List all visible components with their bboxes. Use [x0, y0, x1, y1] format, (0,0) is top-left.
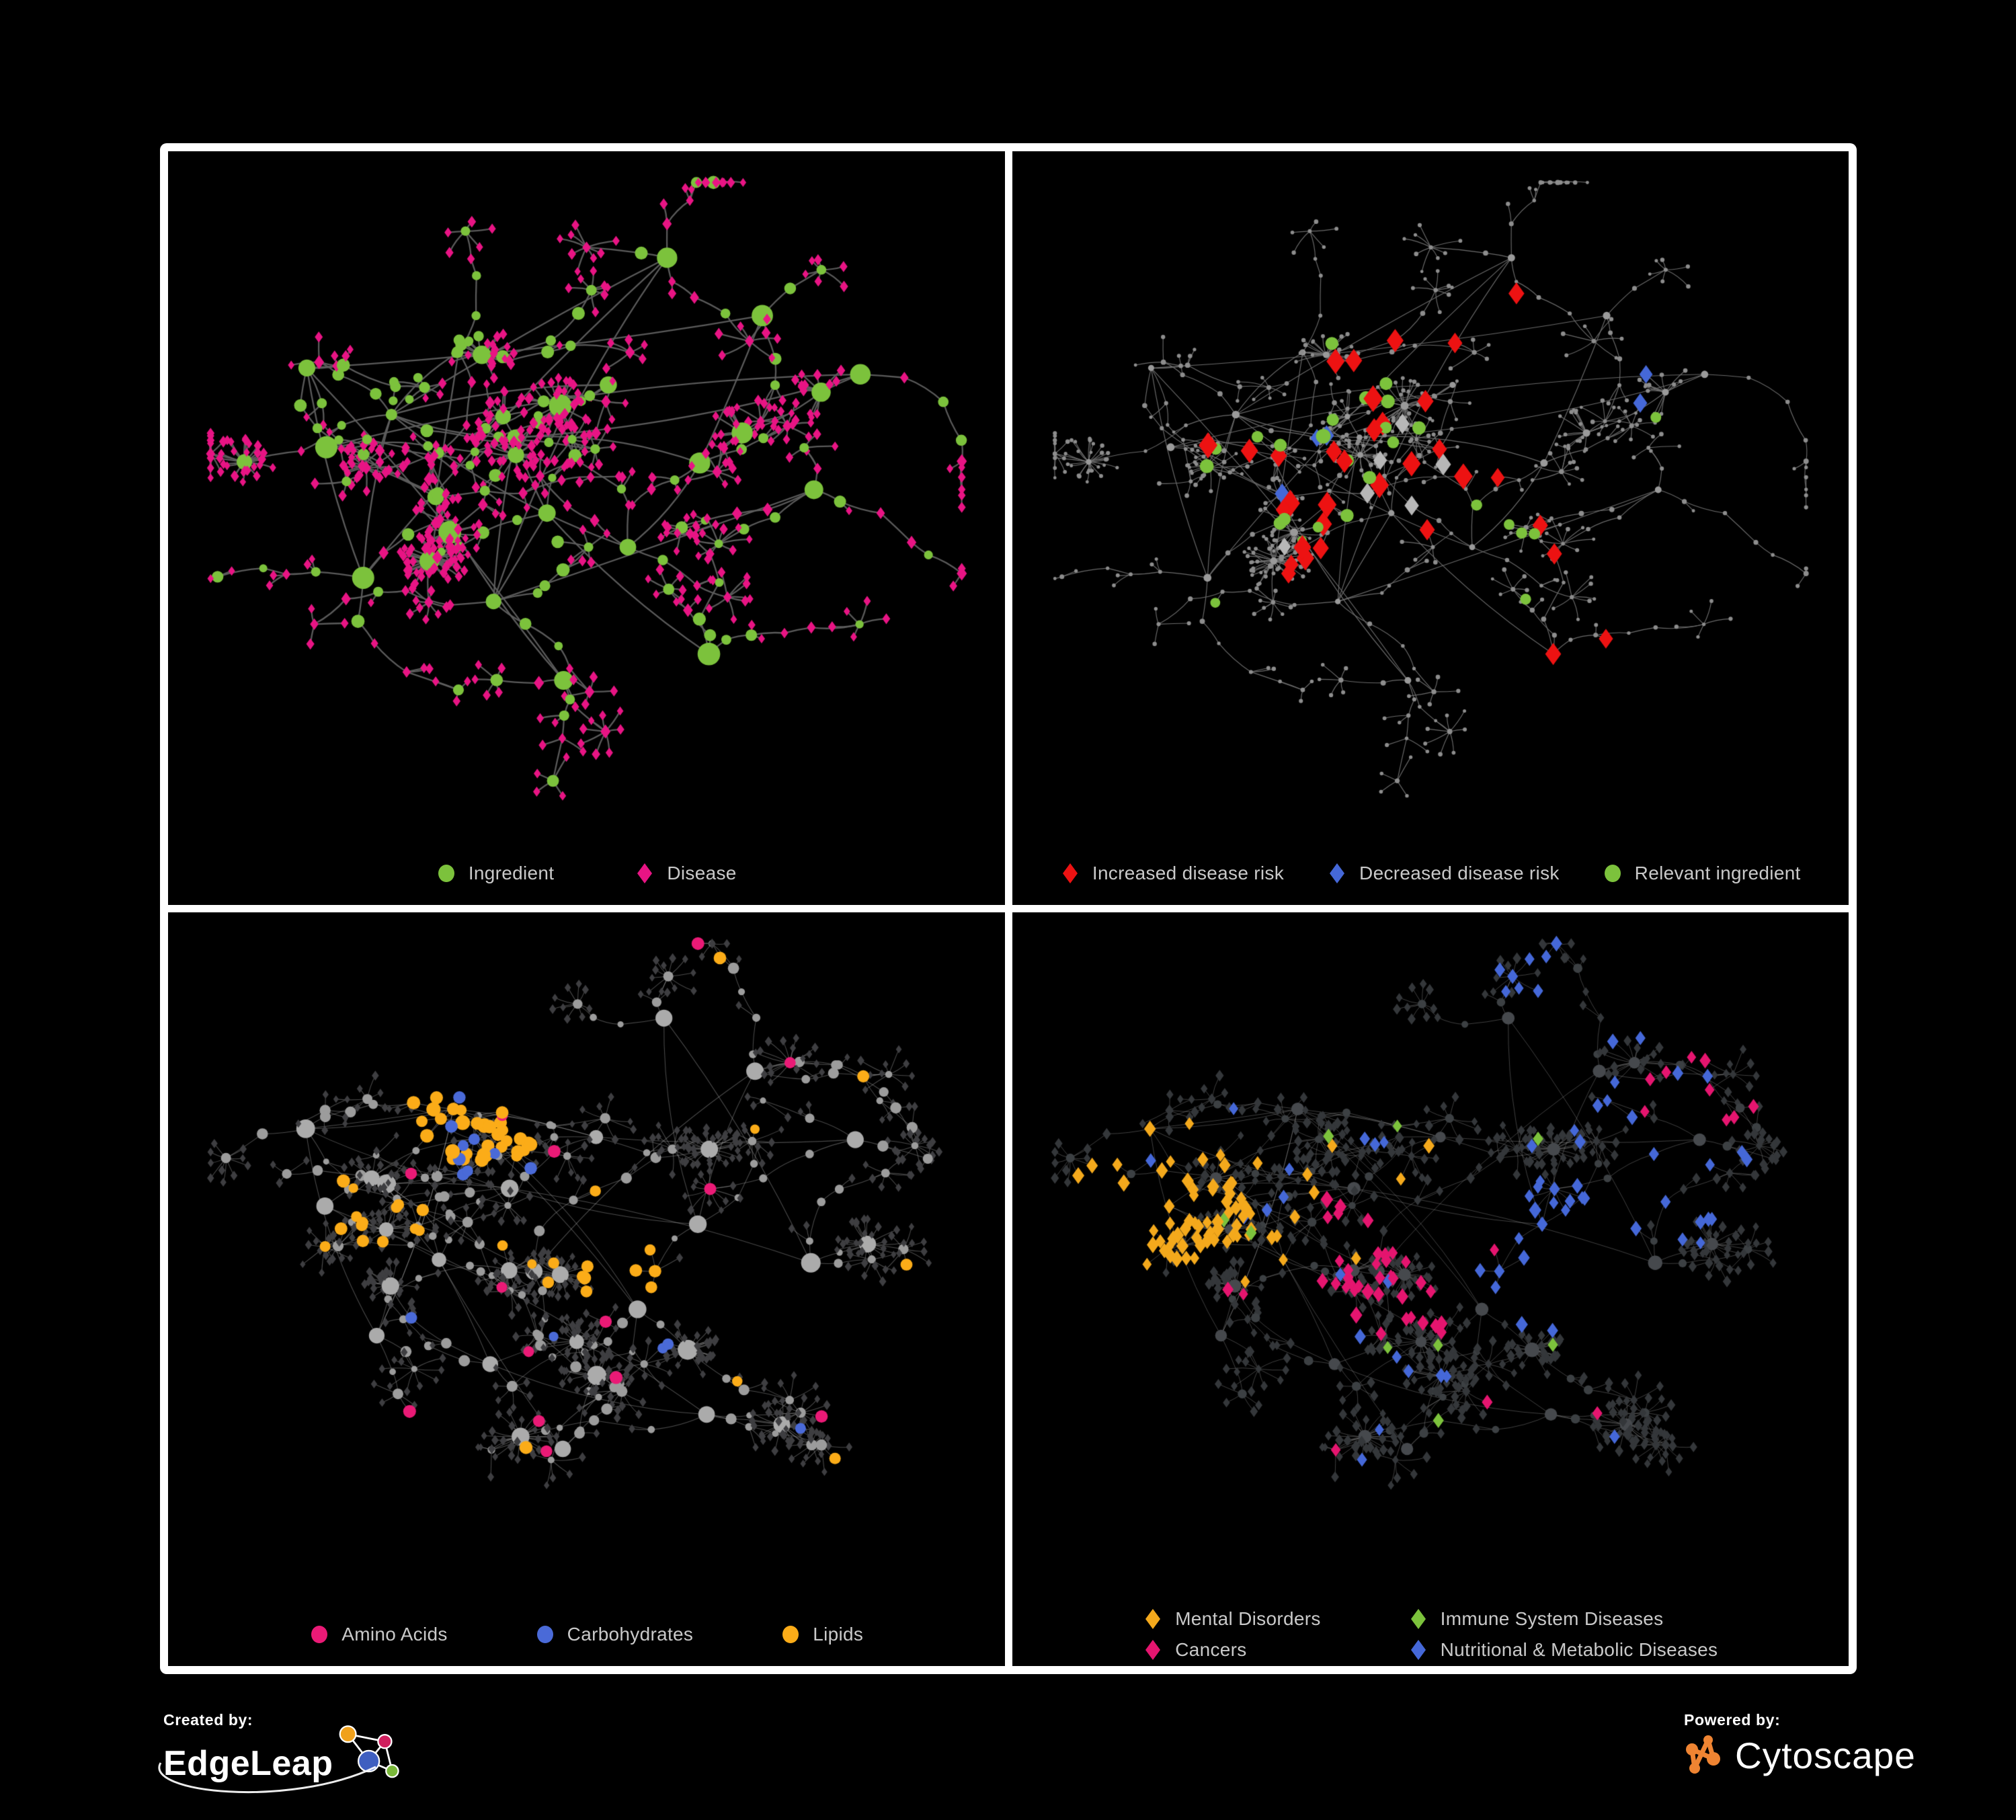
cytoscape-credit: Powered by: Cytoscape	[1684, 1711, 1926, 1805]
diamond-swatch-icon	[1145, 1608, 1161, 1629]
legend-label: Disease	[667, 862, 737, 883]
circle-swatch-icon	[1604, 864, 1621, 882]
legend-item-relevant-ingredient: Relevant ingredient	[1603, 862, 1801, 885]
cytoscape-wordmark: Cytoscape	[1735, 1734, 1916, 1776]
diamond-swatch-icon	[1410, 1608, 1426, 1629]
legend-label: Nutritional & Metabolic Diseases	[1440, 1638, 1718, 1660]
legend-item-decreased-disease-risk: Decreased disease risk	[1327, 862, 1560, 885]
legend-item-disease: Disease	[635, 862, 736, 885]
panel-disease-risk: Increased disease risk Decreased disease …	[1012, 151, 1849, 905]
legend-disease-categories: Mental Disorders Immune System Diseases Ca…	[1012, 1602, 1849, 1666]
created-by-label: Created by:	[163, 1711, 253, 1729]
figure-frame: Ingredient Disease Increased disease risk…	[160, 143, 1857, 1674]
legend-item-lipids: Lipids	[780, 1623, 863, 1646]
edgeleap-logo-icon	[339, 1725, 399, 1778]
legend-label: Immune System Diseases	[1440, 1608, 1664, 1629]
diamond-swatch-icon	[1330, 863, 1345, 883]
legend-label: Lipids	[813, 1623, 864, 1645]
network-canvas-nutrient-classes	[168, 912, 1004, 1602]
legend-label: Mental Disorders	[1175, 1608, 1321, 1629]
circle-swatch-icon	[782, 1625, 799, 1643]
legend-label: Cancers	[1175, 1638, 1247, 1660]
diamond-swatch-icon	[637, 863, 653, 883]
legend-item-immune-system-diseases: Immune System Diseases	[1408, 1608, 1664, 1630]
legend-item-increased-disease-risk: Increased disease risk	[1060, 862, 1284, 885]
legend-nutrient-classes: Amino Acids Carbohydrates Lipids	[168, 1602, 1005, 1666]
legend-item-mental-disorders: Mental Disorders	[1143, 1608, 1320, 1630]
panel-disease-categories: Mental Disorders Immune System Diseases Ca…	[1012, 912, 1849, 1666]
network-canvas-disease-risk	[1012, 151, 1849, 841]
network-canvas-ingredient-disease	[168, 151, 1004, 841]
legend-item-carbohydrates: Carbohydrates	[535, 1623, 694, 1646]
legend-item-cancers: Cancers	[1143, 1638, 1246, 1661]
diamond-swatch-icon	[1062, 863, 1078, 883]
legend-label: Decreased disease risk	[1359, 862, 1560, 883]
edgeleap-wordmark: EdgeLeap	[163, 1744, 333, 1783]
legend-item-nutritional-metabolic-diseases: Nutritional & Metabolic Diseases	[1408, 1638, 1718, 1661]
legend-ingredient-disease: Ingredient Disease	[168, 841, 1005, 905]
legend-label: Carbohydrates	[567, 1623, 694, 1645]
diamond-swatch-icon	[1145, 1639, 1161, 1660]
legend-label: Ingredient	[468, 862, 555, 883]
panel-nutrient-classes: Amino Acids Carbohydrates Lipids	[168, 912, 1005, 1666]
legend-label: Amino Acids	[341, 1623, 448, 1645]
circle-swatch-icon	[536, 1625, 553, 1643]
legend-item-ingredient: Ingredient	[436, 862, 555, 885]
legend-item-amino-acids: Amino Acids	[309, 1623, 447, 1646]
diamond-swatch-icon	[1410, 1639, 1426, 1660]
legend-disease-risk: Increased disease risk Decreased disease …	[1012, 841, 1849, 905]
powered-by-label: Powered by:	[1684, 1711, 1781, 1729]
panel-ingredient-disease: Ingredient Disease	[168, 151, 1005, 905]
legend-label: Relevant ingredient	[1634, 862, 1801, 883]
network-canvas-disease-categories	[1012, 912, 1849, 1602]
circle-swatch-icon	[311, 1625, 328, 1643]
edgeleap-credit: Created by: EdgeLeap	[158, 1711, 405, 1805]
cytoscape-logo-icon	[1686, 1735, 1720, 1774]
legend-label: Increased disease risk	[1092, 862, 1285, 883]
circle-swatch-icon	[438, 864, 454, 882]
